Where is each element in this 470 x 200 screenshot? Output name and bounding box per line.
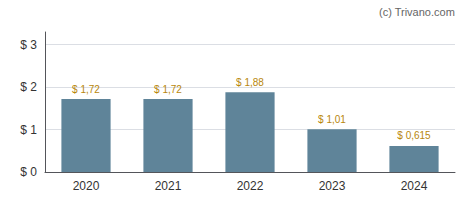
svg-text:$ 0,615: $ 0,615 <box>397 130 431 141</box>
svg-text:2020: 2020 <box>73 179 100 193</box>
svg-text:(c) Trivano.com: (c) Trivano.com <box>379 6 455 18</box>
svg-text:$ 2: $ 2 <box>20 80 37 94</box>
svg-text:$ 1,72: $ 1,72 <box>154 84 182 95</box>
svg-text:2024: 2024 <box>401 179 428 193</box>
svg-text:2023: 2023 <box>319 179 346 193</box>
svg-text:$ 1,72: $ 1,72 <box>72 84 100 95</box>
svg-text:$ 3: $ 3 <box>20 38 37 52</box>
svg-text:$ 1,01: $ 1,01 <box>318 114 346 125</box>
svg-text:$ 1,88: $ 1,88 <box>236 77 264 88</box>
svg-text:2021: 2021 <box>155 179 182 193</box>
svg-text:$ 1: $ 1 <box>20 123 37 137</box>
svg-text:2022: 2022 <box>237 179 264 193</box>
svg-text:$ 0: $ 0 <box>20 165 37 179</box>
